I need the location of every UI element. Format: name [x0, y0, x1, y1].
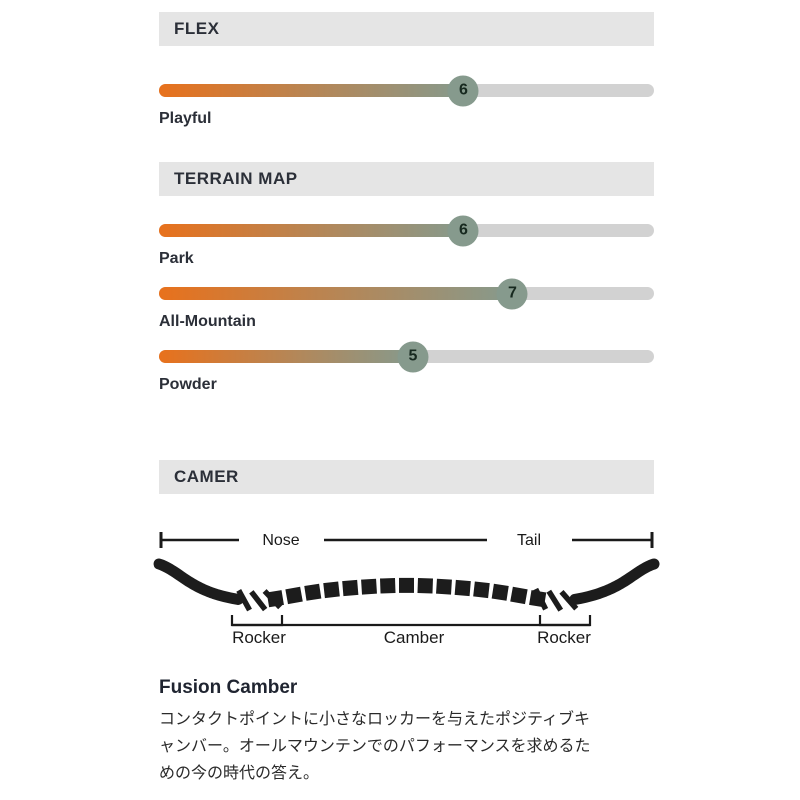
svg-text:Tail: Tail [517, 532, 541, 549]
svg-text:Nose: Nose [262, 532, 299, 549]
